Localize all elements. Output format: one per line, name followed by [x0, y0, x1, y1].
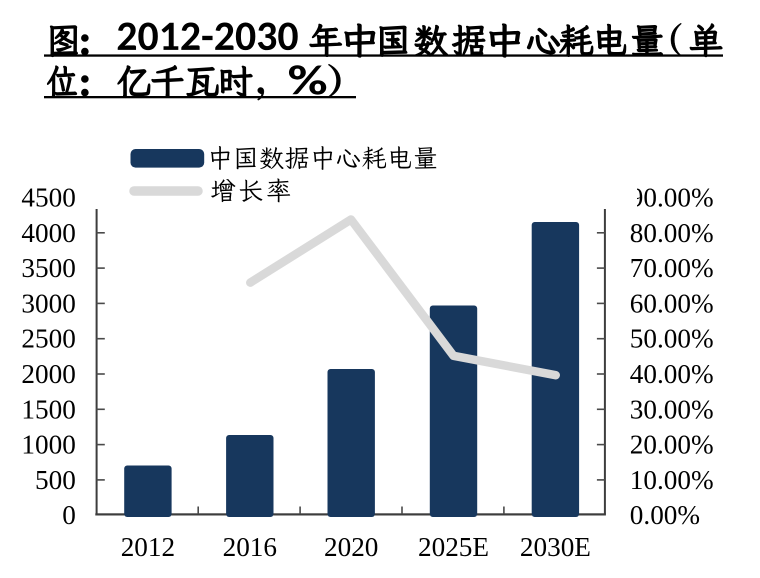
svg-text:2000: 2000: [21, 359, 75, 389]
svg-text:2025E: 2025E: [418, 532, 489, 562]
svg-text:60.00%: 60.00%: [630, 288, 714, 318]
svg-text:40.00%: 40.00%: [630, 359, 714, 389]
svg-text:20.00%: 20.00%: [630, 430, 714, 460]
svg-text:2500: 2500: [21, 324, 75, 354]
svg-text:90.00%: 90.00%: [630, 183, 714, 213]
svg-text:50.00%: 50.00%: [630, 324, 714, 354]
svg-text:3500: 3500: [21, 253, 75, 283]
svg-text:1500: 1500: [21, 394, 75, 424]
svg-text:30.00%: 30.00%: [630, 394, 714, 424]
svg-text:2016: 2016: [223, 532, 277, 562]
svg-text:10.00%: 10.00%: [630, 465, 714, 495]
svg-text:1000: 1000: [21, 430, 75, 460]
svg-text:0.00%: 0.00%: [630, 500, 700, 530]
svg-text:500: 500: [35, 465, 76, 495]
svg-text:80.00%: 80.00%: [630, 218, 714, 248]
svg-text:2020: 2020: [324, 532, 378, 562]
svg-text:2030E: 2030E: [520, 532, 591, 562]
svg-text:2012: 2012: [121, 532, 175, 562]
svg-text:4000: 4000: [21, 218, 75, 248]
svg-text:3000: 3000: [21, 288, 75, 318]
svg-text:4500: 4500: [21, 183, 75, 213]
svg-text:70.00%: 70.00%: [630, 253, 714, 283]
svg-text:0: 0: [62, 500, 76, 530]
